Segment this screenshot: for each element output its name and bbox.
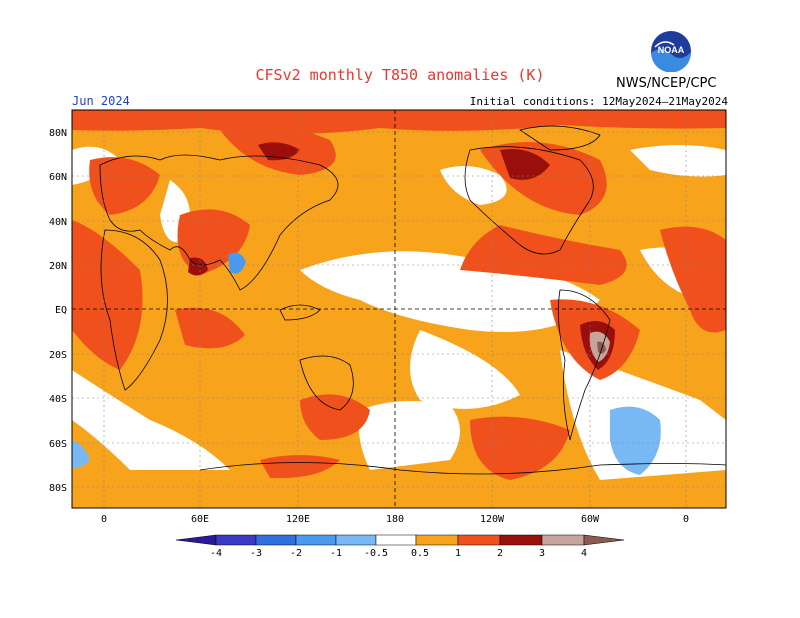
colorbar-arrow-low (175, 534, 217, 546)
lat-label: 40N (49, 217, 67, 228)
lon-label: 0 (683, 514, 689, 525)
lat-label: 80N (49, 128, 67, 139)
map-title: CFSv2 monthly T850 anomalies (K) (255, 66, 545, 84)
lon-label: 120E (286, 514, 310, 525)
colorbar-segment (415, 534, 459, 546)
colorbar-label: 3 (539, 548, 545, 559)
colorbar-label: -3 (250, 548, 262, 559)
colorbar-label: 0.5 (411, 548, 429, 559)
colorbar-arrow-high (583, 534, 625, 546)
colorbar-label: -2 (290, 548, 302, 559)
lat-label: 40S (49, 394, 67, 405)
colorbar: -4 -3 -2 -1 -0.5 0.5 1 2 3 4 (175, 534, 625, 559)
agency-label: NWS/NCEP/CPC (616, 76, 717, 91)
initial-conditions: Initial conditions: 12May2024–21May2024 (469, 95, 728, 108)
map-frame (71, 109, 727, 509)
colorbar-label: -0.5 (364, 548, 388, 559)
colorbar-segment (541, 534, 585, 546)
colorbar-label: -1 (330, 548, 342, 559)
lat-label: 20S (49, 350, 67, 361)
lon-label: 0 (101, 514, 107, 525)
colorbar-segment (499, 534, 543, 546)
lat-label: 60S (49, 439, 67, 450)
lon-label: 60E (191, 514, 209, 525)
lat-label: 20N (49, 261, 67, 272)
graticule (72, 110, 726, 508)
lon-label: 60W (581, 514, 600, 525)
colorbar-label: 4 (581, 548, 587, 559)
lon-label: 120W (480, 514, 505, 525)
lon-label: 180 (386, 514, 404, 525)
lat-label: EQ (55, 305, 67, 316)
forecast-month: Jun 2024 (72, 94, 130, 108)
colorbar-segment (255, 534, 297, 546)
anomaly-field (72, 110, 726, 508)
colorbar-segment (335, 534, 377, 546)
coastlines (99, 125, 726, 475)
colorbar-label: -4 (210, 548, 222, 559)
noaa-logo: NOAA (650, 30, 692, 73)
colorbar-segment (295, 534, 337, 546)
latitude-labels: 80N 60N 40N 20N EQ 20S 40S 60S 80S (49, 128, 67, 494)
equator-dateline (72, 110, 726, 508)
colorbar-segment (457, 534, 501, 546)
lat-label: 60N (49, 172, 67, 183)
lat-label: 80S (49, 483, 67, 494)
longitude-labels: 0 60E 120E 180 120W 60W 0 (101, 514, 689, 525)
colorbar-segment (375, 534, 417, 546)
svg-text:NOAA: NOAA (658, 45, 685, 55)
colorbar-segment (215, 534, 257, 546)
colorbar-label: 1 (455, 548, 461, 559)
colorbar-label: 2 (497, 548, 503, 559)
